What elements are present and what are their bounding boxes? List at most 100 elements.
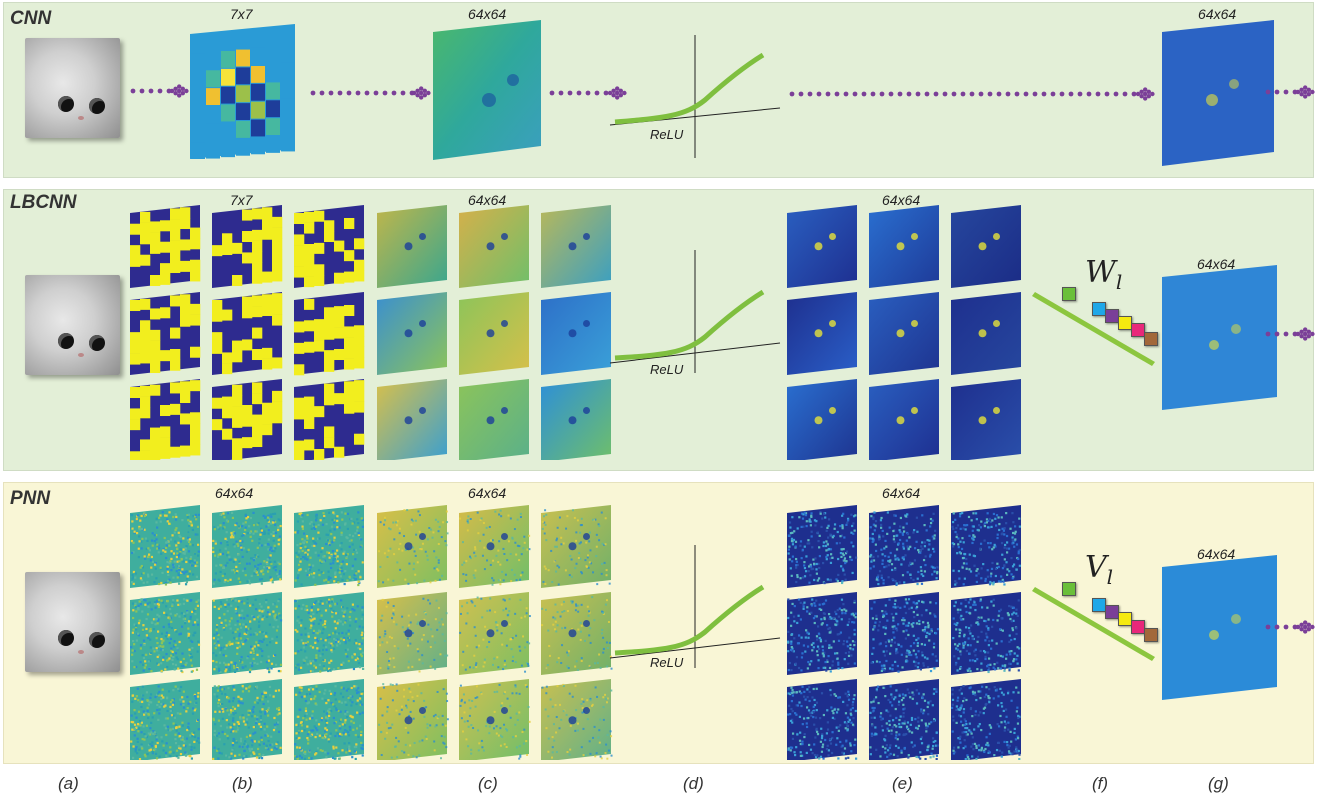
lbcnn-input-image	[25, 275, 120, 375]
pnn-weight-square	[1144, 628, 1158, 642]
map-tile	[294, 292, 365, 376]
map-tile	[459, 679, 531, 760]
map-tile	[787, 205, 857, 288]
pnn-weight-square	[1105, 605, 1119, 619]
map-tile	[212, 505, 282, 588]
pnn-output-map	[1162, 555, 1277, 700]
lbcnn-weight-square	[1144, 332, 1158, 346]
cnn-relu-label: ReLU	[650, 127, 684, 142]
lbcnn-weight-square	[1092, 302, 1106, 316]
map-tile	[377, 592, 449, 675]
sublabel-d: (d)	[683, 774, 704, 793]
cnn-relu-plot	[609, 35, 781, 158]
lbcnn-weight-square	[1062, 287, 1076, 301]
map-tile	[541, 379, 611, 460]
sublabel-e: (e)	[892, 774, 913, 793]
lbcnn-binary-filters	[130, 205, 365, 460]
map-tile	[459, 292, 529, 375]
cnn-response-size: 64x64	[468, 6, 507, 22]
arrow-input-to-filter	[130, 84, 189, 98]
lbcnn-response-size: 64x64	[468, 192, 507, 208]
pnn-weight-square	[1062, 582, 1076, 596]
sublabel-b: (b)	[232, 774, 253, 793]
map-tile	[541, 679, 613, 760]
cnn-filter-size: 7x7	[230, 6, 253, 22]
sublabel-a: (a)	[58, 774, 79, 793]
map-tile	[459, 505, 531, 588]
map-tile	[130, 592, 201, 675]
lbcnn-response-maps	[377, 205, 611, 460]
map-tile	[130, 679, 201, 760]
pnn-relu-out-size: 64x64	[882, 485, 921, 501]
map-tile	[541, 205, 611, 288]
map-tile	[951, 379, 1021, 460]
map-tile	[869, 679, 939, 760]
map-tile	[294, 505, 364, 588]
lbcnn-output-map	[1162, 265, 1277, 410]
pnn-response-size: 64x64	[468, 485, 507, 501]
pnn-weight-square	[1131, 620, 1145, 634]
pnn-output-size: 64x64	[1197, 546, 1236, 562]
map-tile	[212, 205, 283, 288]
map-tile	[459, 379, 529, 460]
cnn-output-size: 64x64	[1198, 6, 1237, 22]
map-tile	[377, 379, 447, 460]
lbcnn-weight-square	[1118, 316, 1132, 330]
lbcnn-relu-plot	[609, 250, 781, 373]
map-tile	[869, 205, 939, 288]
arrow-cnn-output	[1265, 85, 1315, 99]
map-tile	[541, 592, 613, 675]
arrow-filter-to-response	[310, 86, 431, 100]
pnn-relu-plot	[609, 545, 781, 668]
lbcnn-output-size: 64x64	[1197, 256, 1236, 272]
lbcnn-relu-out-size: 64x64	[882, 192, 921, 208]
pnn-weight-bar	[1032, 587, 1155, 661]
map-tile	[459, 592, 531, 675]
map-tile	[212, 592, 283, 675]
map-tile	[951, 592, 1021, 675]
pnn-relu-label: ReLU	[650, 655, 684, 670]
lbcnn-relu-outputs	[787, 205, 1021, 460]
pnn-filter-size: 64x64	[215, 485, 254, 501]
sublabel-c: (c)	[478, 774, 498, 793]
pnn-response-maps	[377, 505, 613, 760]
cnn-filter-7x7	[190, 24, 295, 159]
pnn-title: PNN	[10, 488, 51, 509]
map-tile	[130, 505, 200, 588]
cnn-title: CNN	[10, 8, 52, 29]
lbcnn-weight-bar	[1032, 292, 1155, 366]
cnn-response-map	[433, 20, 541, 160]
pnn-input-image	[25, 572, 120, 672]
map-tile	[130, 205, 201, 288]
map-tile	[787, 679, 858, 760]
pnn-weight-symbol: Vl	[1085, 550, 1114, 589]
pnn-relu-outputs	[787, 505, 1021, 760]
map-tile	[869, 292, 939, 375]
map-tile	[377, 679, 449, 760]
map-tile	[787, 379, 857, 460]
cnn-arrows	[130, 84, 1315, 101]
lbcnn-filter-size: 7x7	[230, 192, 253, 208]
map-tile	[212, 379, 283, 460]
map-tile	[787, 592, 857, 675]
map-tile	[951, 679, 1021, 760]
map-tile	[212, 679, 282, 760]
map-tile	[130, 379, 201, 460]
cnn-output-map	[1162, 20, 1274, 166]
lbcnn-title: LBCNN	[10, 192, 77, 213]
sublabel-g: (g)	[1208, 774, 1229, 793]
map-tile	[951, 205, 1021, 288]
map-tile	[787, 292, 857, 375]
map-tile	[459, 205, 529, 288]
lbcnn-weight-square	[1131, 323, 1145, 337]
map-tile	[951, 292, 1021, 375]
map-tile	[377, 205, 447, 288]
map-tile	[869, 592, 940, 675]
map-tile	[294, 379, 365, 460]
map-tile	[541, 292, 611, 375]
arrow-relu-to-output	[789, 87, 1155, 101]
pnn-weight-square	[1118, 612, 1132, 626]
map-tile	[294, 592, 365, 675]
map-tile	[212, 292, 283, 375]
cnn-input-image	[25, 38, 120, 138]
